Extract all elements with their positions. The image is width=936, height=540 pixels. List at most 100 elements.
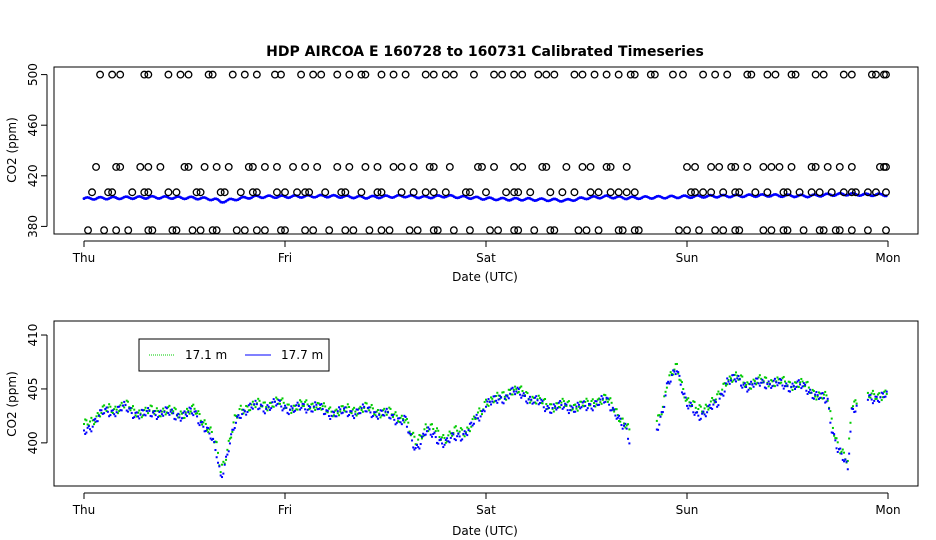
- series-point-17-1m: [103, 404, 106, 407]
- calibration-point: [252, 188, 261, 197]
- series-point-17-1m: [270, 401, 273, 404]
- series-point-17-7m: [835, 447, 838, 450]
- series-point-17-1m: [345, 406, 348, 409]
- series-point-17-7m: [848, 452, 851, 455]
- series-point-17-1m: [130, 407, 133, 410]
- calibration-point: [184, 70, 193, 79]
- series-point-17-1m: [679, 379, 682, 382]
- calibration-point: [88, 188, 96, 197]
- series-point-17-7m: [177, 412, 180, 415]
- series-point-17-1m: [572, 404, 575, 407]
- series-point-17-7m: [390, 414, 393, 417]
- series-point-17-1m: [341, 405, 344, 408]
- series-point-17-7m: [535, 395, 538, 398]
- series-point-17-7m: [589, 403, 592, 406]
- series-point-17-7m: [186, 415, 189, 418]
- series-point-17-1m: [620, 417, 623, 420]
- series-point-17-7m: [486, 400, 489, 403]
- series-point-17-7m: [621, 427, 624, 430]
- series-point-17-1m: [474, 418, 477, 421]
- series-point-17-1m: [743, 385, 746, 388]
- series-point-17-1m: [223, 462, 226, 465]
- series-point-17-7m: [604, 400, 607, 403]
- series-point-17-1m: [91, 419, 94, 422]
- series-point-17-1m: [539, 397, 542, 400]
- series-point-17-7m: [853, 411, 856, 414]
- series-point-17-7m: [834, 439, 837, 442]
- series-point-17-1m: [140, 416, 143, 419]
- series-point-17-7m: [883, 396, 886, 399]
- calibration-point: [783, 188, 792, 197]
- series-point-17-7m: [870, 398, 873, 401]
- series-point-17-7m: [849, 430, 852, 433]
- series-point-17-1m: [120, 401, 123, 404]
- calibration-point: [646, 70, 655, 79]
- calibration-point: [882, 188, 890, 197]
- series-point-17-7m: [777, 381, 780, 384]
- series-point-17-7m: [787, 390, 790, 393]
- calibration-point: [180, 162, 189, 171]
- calibration-point: [465, 226, 474, 235]
- series-point-17-7m: [742, 383, 745, 386]
- top-y-tick-label: 460: [26, 114, 40, 137]
- series-point-17-7m: [247, 404, 250, 407]
- series-point-17-7m: [184, 413, 187, 416]
- series-point-17-1m: [385, 413, 388, 416]
- calibration-point: [675, 226, 683, 235]
- series-point-17-7m: [432, 433, 435, 436]
- series-point-17-7m: [423, 434, 426, 437]
- calibration-point: [811, 70, 820, 79]
- series-point-17-7m: [706, 411, 709, 414]
- series-point-17-7m: [463, 430, 466, 433]
- calibration-point: [687, 188, 695, 197]
- series-point-17-7m: [753, 382, 756, 385]
- calibration-point: [301, 162, 310, 171]
- series-point-17-1m: [268, 401, 271, 404]
- series-point-17-7m: [580, 406, 583, 409]
- calibration-point: [707, 188, 716, 197]
- series-point-17-7m: [395, 421, 398, 424]
- series-point-17-1m: [853, 400, 856, 403]
- series-point-17-1m: [855, 402, 858, 405]
- series-point-17-7m: [402, 419, 405, 422]
- calibration-point: [807, 188, 816, 197]
- top-x-tick-label: Thu: [72, 251, 96, 265]
- series-point-17-7m: [733, 378, 736, 381]
- calibration-point: [510, 226, 519, 235]
- series-point-17-1m: [304, 400, 307, 403]
- series-point-17-1m: [207, 431, 210, 434]
- series-point-17-7m: [474, 416, 477, 419]
- series-point-17-7m: [281, 409, 284, 412]
- calibration-point: [204, 70, 213, 79]
- series-point-17-1m: [537, 394, 540, 397]
- series-point-17-7m: [701, 412, 704, 415]
- series-point-17-7m: [261, 404, 264, 407]
- series-point-17-1m: [761, 381, 764, 384]
- series-point-17-1m: [557, 405, 560, 408]
- series-point-17-7m: [659, 415, 662, 418]
- series-point-17-1m: [514, 385, 517, 388]
- calibration-point: [389, 162, 398, 171]
- series-point-17-7m: [369, 411, 372, 414]
- series-point-17-7m: [544, 410, 547, 413]
- series-point-17-1m: [380, 414, 383, 417]
- calibration-point: [377, 226, 386, 235]
- series-point-17-1m: [296, 408, 299, 411]
- series-point-17-1m: [109, 405, 112, 408]
- series-point-17-1m: [191, 405, 194, 408]
- series-point-17-1m: [329, 406, 332, 409]
- series-point-17-7m: [359, 412, 362, 415]
- series-point-17-7m: [301, 402, 304, 405]
- series-point-17-1m: [246, 405, 249, 408]
- series-point-17-7m: [585, 409, 588, 412]
- calibration-point: [478, 162, 486, 171]
- series-point-17-7m: [559, 400, 562, 403]
- series-point-17-1m: [874, 397, 877, 400]
- series-point-17-7m: [746, 390, 749, 393]
- series-point-17-1m: [251, 400, 254, 403]
- series-point-17-7m: [748, 383, 751, 386]
- series-point-17-7m: [380, 409, 383, 412]
- series-point-17-1m: [830, 417, 833, 420]
- x-axis-top: Thu Fri Sat Sun Mon: [72, 240, 901, 265]
- calibration-point: [602, 162, 611, 171]
